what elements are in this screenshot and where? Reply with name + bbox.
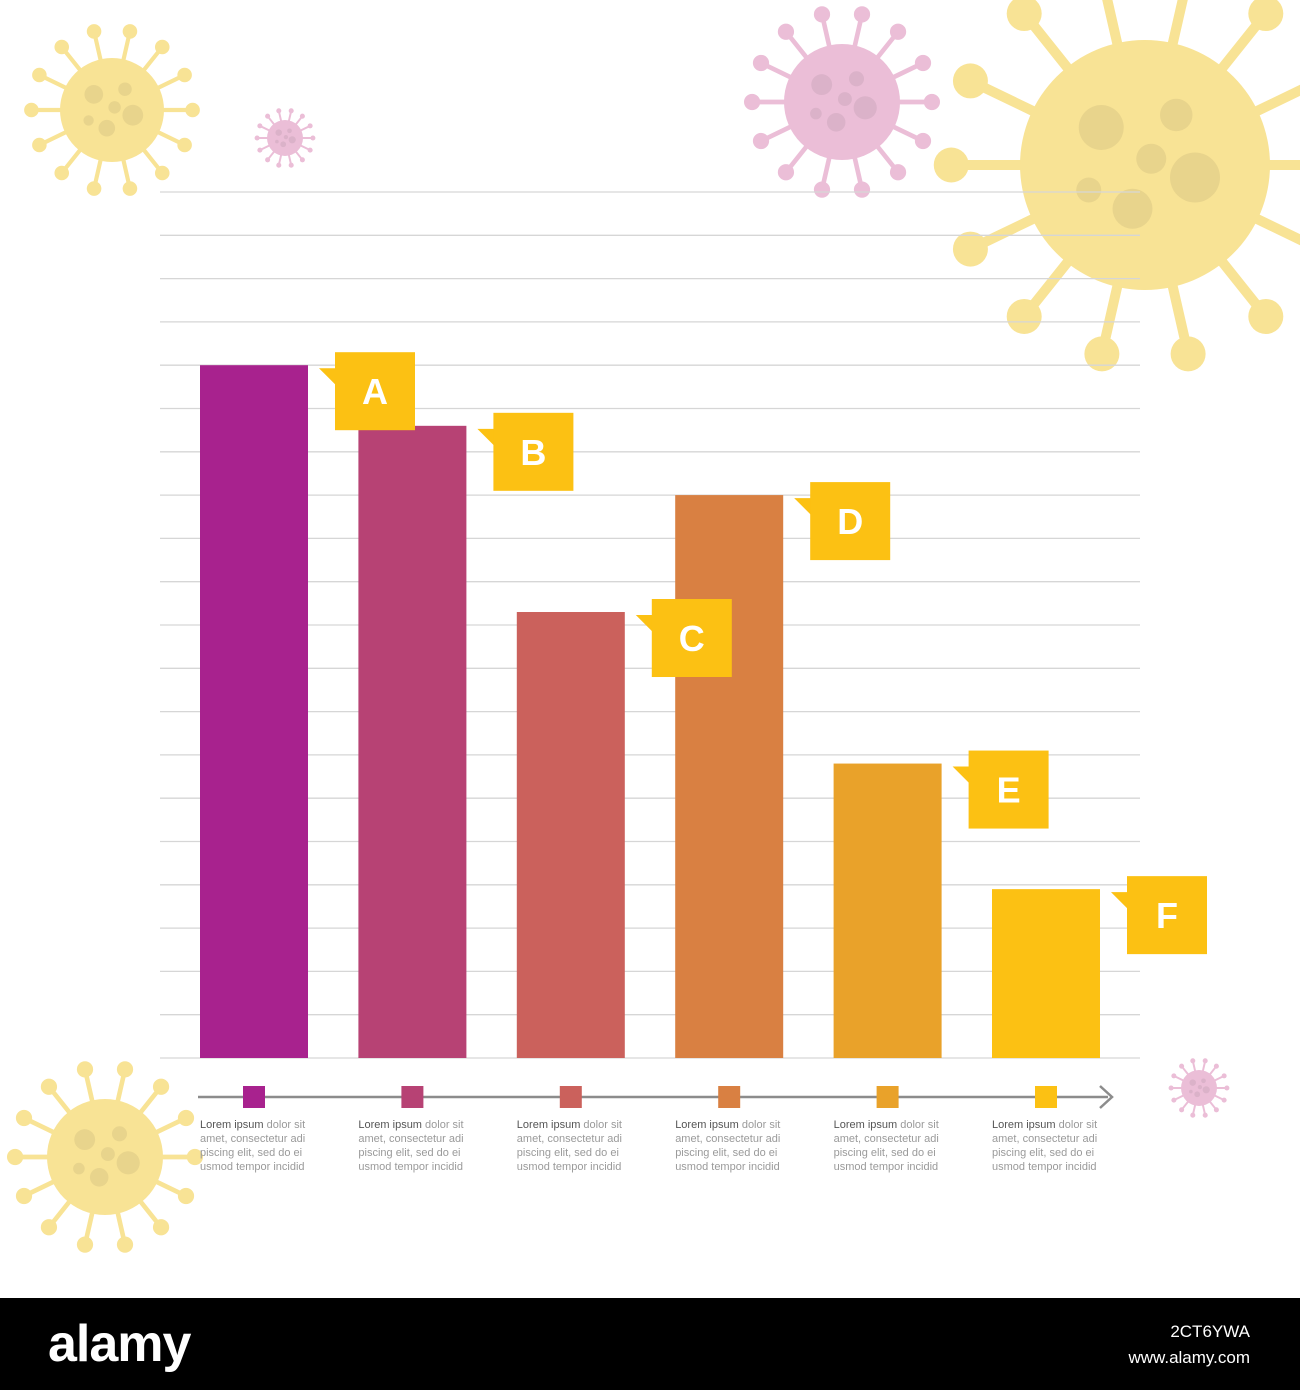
virus-decorations — [6, 0, 1300, 1253]
x-axis — [198, 1085, 1114, 1109]
legend-text: Lorem ipsum dolor sit amet, consectetur … — [834, 1118, 954, 1174]
bar-c — [516, 612, 625, 1058]
label-pointer — [635, 615, 654, 634]
legend-text: Lorem ipsum dolor sit amet, consectetur … — [992, 1118, 1112, 1174]
label-pointer — [952, 766, 971, 785]
bar-label-b: B — [477, 412, 574, 491]
coronavirus-icon — [1168, 1058, 1230, 1118]
bar-f — [992, 889, 1100, 1058]
image-id: 2CT6YWA — [1170, 1322, 1250, 1341]
coronavirus-icon — [254, 108, 316, 168]
watermark-footer: alamy 2CT6YWA www.alamy.com — [0, 1298, 1300, 1390]
coronavirus-icon — [24, 24, 200, 196]
legend-text-lead: Lorem ipsum — [833, 1119, 898, 1131]
legend-marker-f — [1035, 1086, 1057, 1108]
legend-marker-b — [401, 1086, 424, 1108]
bar-d — [675, 495, 784, 1059]
label-pointer — [794, 498, 813, 517]
legend-marker-d — [718, 1086, 741, 1108]
label-box — [810, 482, 891, 561]
label-pointer — [1111, 892, 1129, 911]
category-label: B — [520, 432, 546, 473]
category-label: C — [679, 618, 705, 659]
legend-text-body: dolor sit amet, consectetur adi piscing … — [200, 1119, 306, 1173]
legend-text-body: dolor sit amet, consectetur adi piscing … — [992, 1119, 1098, 1173]
bar-labels: A B C D E F — [319, 352, 1207, 955]
label-pointer — [319, 368, 337, 387]
category-label: D — [837, 501, 863, 542]
legend-text-body: dolor sit amet, consectetur adi piscing … — [358, 1119, 464, 1173]
legend-text-body: dolor sit amet, consectetur adi piscing … — [833, 1119, 939, 1173]
label-box — [1127, 876, 1207, 955]
legend-text-lead: Lorem ipsum — [992, 1119, 1056, 1131]
bar-label-f: F — [1111, 876, 1207, 955]
legend-text: Lorem ipsum dolor sit amet, consectetur … — [675, 1118, 795, 1174]
legend-text-lead: Lorem ipsum — [358, 1119, 422, 1131]
legend-text: Lorem ipsum dolor sit amet, consectetur … — [200, 1118, 320, 1174]
label-box — [493, 412, 574, 491]
bar-label-e: E — [952, 750, 1049, 829]
label-pointer — [477, 428, 496, 447]
coronavirus-icon — [933, 0, 1300, 372]
bar-label-c: C — [635, 599, 732, 678]
category-label: F — [1156, 895, 1178, 936]
site-url: www.alamy.com — [1128, 1348, 1250, 1367]
legend-text-body: dolor sit amet, consectetur adi piscing … — [675, 1119, 781, 1173]
legend-marker-a — [243, 1086, 265, 1108]
bar-b — [358, 425, 467, 1058]
label-box — [335, 352, 415, 431]
bar-label-a: A — [319, 352, 415, 431]
legend-text-lead: Lorem ipsum — [516, 1119, 581, 1131]
legend-text-body: dolor sit amet, consectetur adi piscing … — [516, 1119, 622, 1173]
coronavirus-icon — [6, 1061, 204, 1253]
label-box — [651, 599, 732, 678]
category-label: E — [997, 770, 1021, 811]
legend-text-lead: Lorem ipsum — [675, 1119, 739, 1131]
category-label: A — [362, 371, 388, 412]
bar-a — [200, 365, 308, 1058]
bars — [200, 365, 1100, 1059]
legend-marker-c — [559, 1086, 582, 1108]
bar-label-d: D — [794, 482, 891, 561]
grid — [160, 191, 1140, 1059]
footer-logo: alamy — [48, 1315, 191, 1373]
legend-marker-e — [876, 1086, 899, 1108]
legend-text-lead: Lorem ipsum — [200, 1119, 264, 1131]
coronavirus-icon — [743, 6, 941, 198]
label-box — [968, 750, 1049, 829]
legend-text: Lorem ipsum dolor sit amet, consectetur … — [358, 1118, 478, 1174]
bar-e — [833, 763, 942, 1058]
legend-text: Lorem ipsum dolor sit amet, consectetur … — [517, 1118, 637, 1174]
axis-arrow — [1099, 1085, 1114, 1109]
